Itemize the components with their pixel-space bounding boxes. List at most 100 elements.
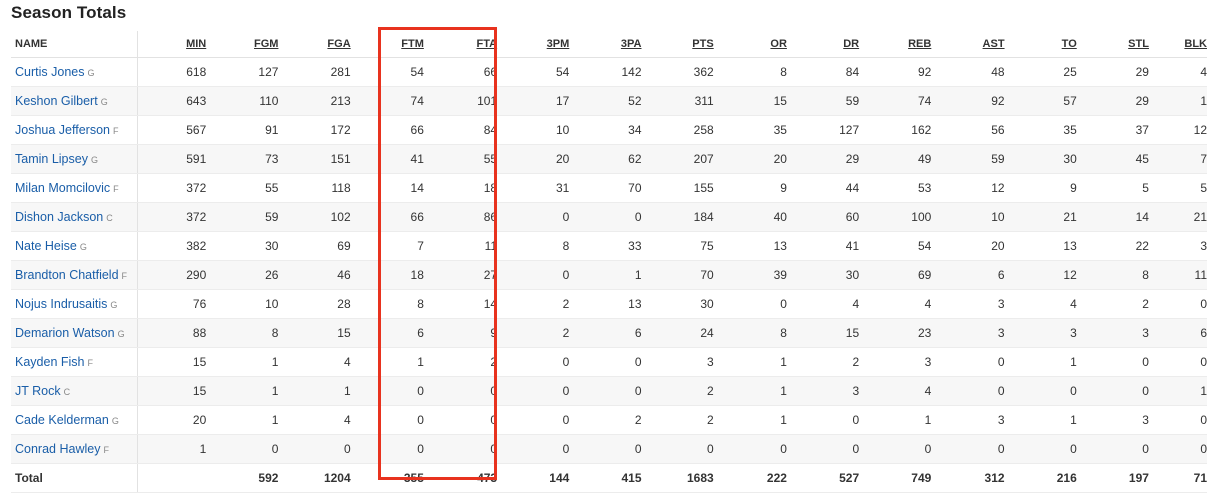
stat-cell: 41 — [350, 144, 424, 174]
stat-cell: 6 — [1148, 318, 1207, 348]
stat-cell: 29 — [1076, 57, 1149, 87]
player-link[interactable]: Nojus Indrusaitis — [15, 297, 108, 311]
player-link[interactable]: Dishon Jackson — [15, 210, 104, 224]
player-link[interactable]: Cade Kelderman — [15, 413, 109, 427]
stat-cell: 0 — [569, 347, 642, 377]
col-header-dr[interactable]: DR — [786, 31, 860, 58]
col-header-fga[interactable]: FGA — [278, 31, 351, 58]
player-rows: Curtis Jones G 618 127 281 54 66 54 142 362 8 84 92 4… — [11, 57, 1207, 464]
totals-cell: 749 — [859, 463, 932, 493]
player-link[interactable]: Joshua Jefferson — [15, 123, 110, 137]
stat-cell: 0 — [1076, 434, 1149, 464]
stat-cell: 1 — [137, 434, 207, 464]
stat-cell: 59 — [206, 202, 279, 232]
stat-cell: 3 — [931, 318, 1005, 348]
stat-cell: 0 — [641, 434, 714, 464]
stat-cell: 57 — [1004, 86, 1077, 116]
stat-cell: 0 — [278, 434, 351, 464]
stat-cell: 30 — [786, 260, 860, 290]
player-link[interactable]: Milan Momcilovic — [15, 181, 111, 195]
col-header-to[interactable]: TO — [1004, 31, 1077, 58]
player-row: Kayden Fish F 15 1 4 1 2 0 0 3 1 2 3 0 1 0 0 — [11, 347, 1207, 377]
player-link[interactable]: Demarion Watson — [15, 326, 115, 340]
stat-cell: 18 — [350, 260, 424, 290]
col-header-stl[interactable]: STL — [1076, 31, 1149, 58]
stat-cell: 3 — [1148, 231, 1207, 261]
player-link[interactable]: Kayden Fish — [15, 355, 85, 369]
stat-cell: 2 — [497, 289, 570, 319]
col-header-fta[interactable]: FTA — [423, 31, 498, 58]
col-header-ftm[interactable]: FTM — [350, 31, 424, 58]
col-header-fgm[interactable]: FGM — [206, 31, 279, 58]
player-name-cell: Conrad Hawley F — [11, 434, 138, 464]
stat-cell: 8 — [713, 57, 787, 87]
stat-cell: 54 — [497, 57, 570, 87]
stat-cell: 1 — [569, 260, 642, 290]
player-name-cell: Keshon Gilbert G — [11, 86, 138, 116]
stat-cell: 8 — [497, 231, 570, 261]
stat-cell: 643 — [137, 86, 207, 116]
col-header-blk[interactable]: BLK — [1148, 31, 1207, 58]
stat-cell: 0 — [786, 434, 860, 464]
col-header-name[interactable]: NAME — [11, 31, 138, 58]
stat-cell: 6 — [350, 318, 424, 348]
col-header-or[interactable]: OR — [713, 31, 787, 58]
col-header-3pm[interactable]: 3PM — [497, 31, 570, 58]
stat-cell: 28 — [278, 289, 351, 319]
stat-cell: 110 — [206, 86, 279, 116]
col-header-3pa[interactable]: 3PA — [569, 31, 642, 58]
stat-cell: 6 — [931, 260, 1005, 290]
stat-cell: 567 — [137, 115, 207, 145]
stat-cell: 29 — [786, 144, 860, 174]
stat-cell: 0 — [1076, 376, 1149, 406]
player-link[interactable]: Conrad Hawley — [15, 442, 101, 456]
player-row: Dishon Jackson C 372 59 102 66 86 0 0 184 40 60 100 1… — [11, 202, 1207, 232]
stat-cell: 8 — [206, 318, 279, 348]
stat-cell: 8 — [1076, 260, 1149, 290]
stat-cell: 24 — [641, 318, 714, 348]
stat-cell: 49 — [859, 144, 932, 174]
stat-cell: 84 — [423, 115, 498, 145]
player-row: Cade Kelderman G 20 1 4 0 0 0 2 2 1 0 1 3 1 3 0 — [11, 405, 1207, 435]
player-name-cell: Dishon Jackson C — [11, 202, 138, 232]
player-link[interactable]: Brandton Chatfield — [15, 268, 119, 282]
player-link[interactable]: JT Rock — [15, 384, 61, 398]
stat-cell: 21 — [1148, 202, 1207, 232]
col-header-ast[interactable]: AST — [931, 31, 1005, 58]
stat-cell: 184 — [641, 202, 714, 232]
player-link[interactable]: Tamin Lipsey — [15, 152, 88, 166]
stat-cell: 0 — [1148, 289, 1207, 319]
stat-cell: 23 — [859, 318, 932, 348]
player-link[interactable]: Keshon Gilbert — [15, 94, 98, 108]
stat-cell: 8 — [713, 318, 787, 348]
player-row: Brandton Chatfield F 290 26 46 18 27 0 1 70 39 30 69… — [11, 260, 1207, 290]
stat-cell: 11 — [1148, 260, 1207, 290]
stat-cell: 4 — [859, 376, 932, 406]
stat-cell: 26 — [206, 260, 279, 290]
col-header-reb[interactable]: REB — [859, 31, 932, 58]
stat-cell: 0 — [497, 376, 570, 406]
col-header-pts[interactable]: PTS — [641, 31, 714, 58]
stat-cell: 29 — [1076, 86, 1149, 116]
stat-cell: 6 — [569, 318, 642, 348]
player-row: Joshua Jefferson F 567 91 172 66 84 10 34 258 35 12… — [11, 115, 1207, 145]
player-position: G — [90, 155, 98, 165]
stat-cell: 35 — [713, 115, 787, 145]
totals-cell: 144 — [497, 463, 570, 493]
stat-cell: 591 — [137, 144, 207, 174]
stat-cell: 69 — [859, 260, 932, 290]
player-link[interactable]: Curtis Jones — [15, 65, 85, 79]
stat-cell: 213 — [278, 86, 351, 116]
col-header-min[interactable]: MIN — [137, 31, 207, 58]
stat-cell: 101 — [423, 86, 498, 116]
stat-cell: 14 — [423, 289, 498, 319]
stat-cell: 0 — [1004, 434, 1077, 464]
stat-cell: 9 — [423, 318, 498, 348]
stat-cell: 55 — [206, 173, 279, 203]
player-link[interactable]: Nate Heise — [15, 239, 77, 253]
player-row: Curtis Jones G 618 127 281 54 66 54 142 362 8 84 92 4… — [11, 57, 1207, 87]
stat-cell: 102 — [278, 202, 351, 232]
stat-cell: 15 — [713, 86, 787, 116]
stat-cell: 7 — [1148, 144, 1207, 174]
stat-cell: 20 — [137, 405, 207, 435]
